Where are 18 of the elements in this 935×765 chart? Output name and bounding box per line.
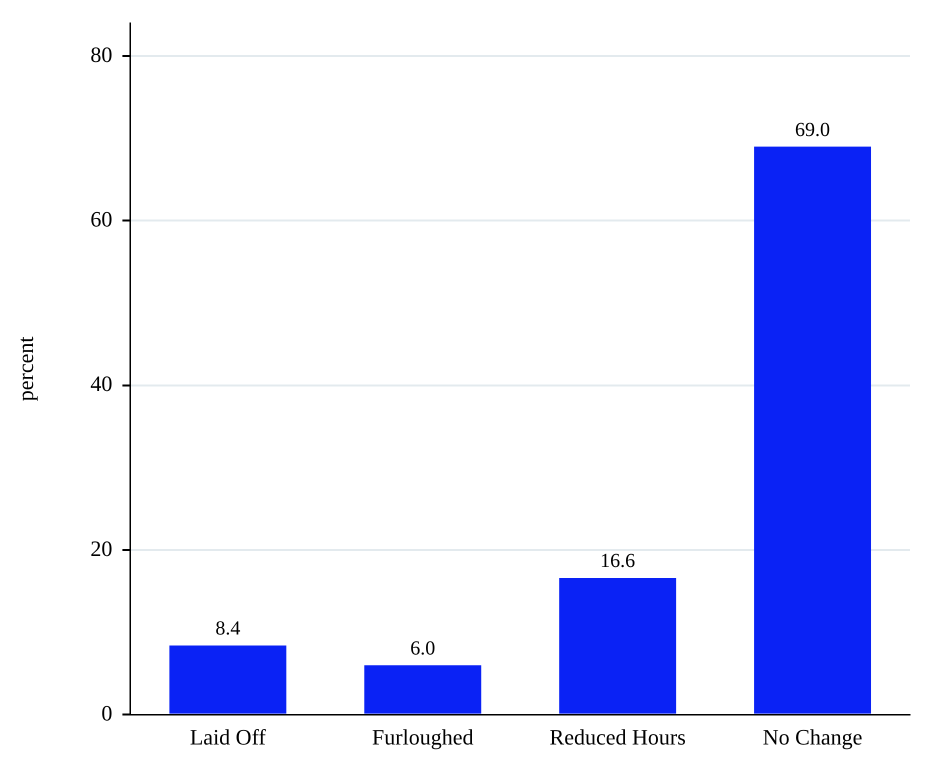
data-label: 16.6: [600, 550, 636, 572]
data-label: 6.0: [410, 637, 436, 660]
y-tick-label: 40: [90, 371, 112, 396]
bar: [169, 645, 286, 714]
bar: [754, 146, 872, 714]
bar: [364, 665, 482, 714]
data-label: 69.0: [795, 118, 830, 141]
x-tick-label: Reduced Hours: [550, 724, 686, 750]
x-tick-label: Furloughed: [372, 724, 474, 750]
data-label: 8.4: [215, 618, 240, 640]
x-tick-label: Laid Off: [190, 724, 266, 750]
x-tick-label: No Change: [762, 724, 862, 750]
y-tick-label: 20: [90, 536, 112, 561]
y-tick-label: 80: [90, 42, 112, 67]
bar: [559, 578, 676, 714]
y-tick-label: 0: [101, 700, 112, 726]
y-tick-label: 60: [90, 206, 112, 232]
y-axis-title: percent: [12, 336, 38, 402]
